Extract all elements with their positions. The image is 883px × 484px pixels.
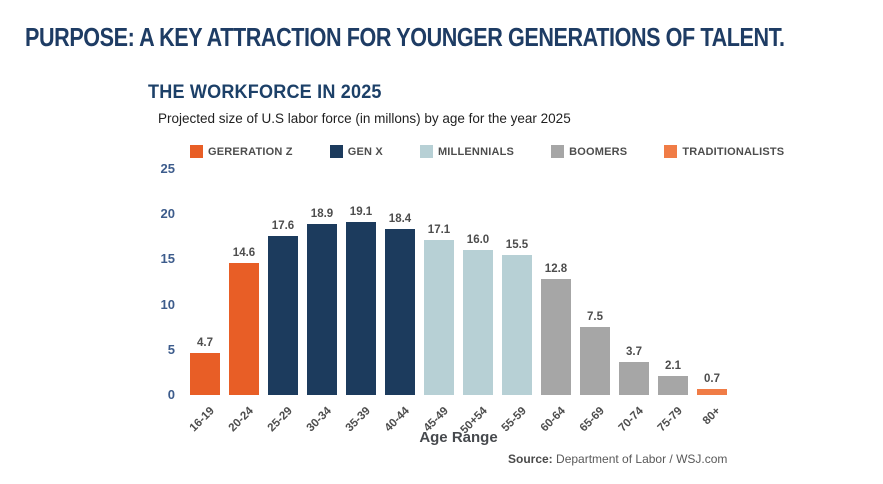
bar-value-label: 17.1 xyxy=(427,224,451,236)
legend-label: GEN X xyxy=(347,145,383,158)
bar-column: 2.1 75-79 xyxy=(655,169,688,434)
bar xyxy=(463,250,493,395)
bar-value-label: 14.6 xyxy=(232,247,256,259)
bar-value-label: 7.5 xyxy=(587,311,603,323)
legend-label: TRADITIONALISTS xyxy=(682,145,785,158)
bar-column: 4.7 16-19 xyxy=(187,169,220,434)
bar xyxy=(346,222,376,395)
bar-value-label: 18.4 xyxy=(388,213,412,225)
bar xyxy=(658,376,688,395)
legend-swatch xyxy=(190,145,203,158)
y-tick-label: 25 xyxy=(160,161,175,176)
bar-column: 18.9 30-34 xyxy=(304,169,337,434)
chart-subtitle: Projected size of U.S labor force (in mi… xyxy=(158,111,571,126)
y-tick-label: 5 xyxy=(167,341,175,357)
source-text: Department of Labor / WSJ.com xyxy=(552,452,728,466)
bar-column: 14.6 20-24 xyxy=(226,169,259,434)
bar-column: 17.1 45-49 xyxy=(421,169,454,434)
bar xyxy=(307,224,337,395)
legend-label: BOOMERS xyxy=(569,145,628,158)
bar-value-label: 2.1 xyxy=(665,360,681,372)
legend-swatch xyxy=(664,145,678,158)
bar-value-label: 4.7 xyxy=(197,337,213,349)
legend-item: BOOMERS xyxy=(551,145,627,158)
bar xyxy=(541,279,571,395)
legend: GERERATION Z GEN X MILLENNIALS BOOMERS TRADI… xyxy=(190,145,784,158)
legend-swatch xyxy=(419,145,433,158)
x-axis-title: Age Range xyxy=(419,429,498,446)
bar-column: 16.0 50+54 xyxy=(458,169,493,436)
bar-column: 7.5 65-69 xyxy=(577,169,610,434)
legend-swatch xyxy=(551,145,565,158)
bar-column: 19.1 35-39 xyxy=(343,169,376,434)
legend-item: MILLENNIALS xyxy=(419,145,515,158)
bar-column: 12.8 60-64 xyxy=(538,169,571,434)
legend-item: TRADITIONALISTS xyxy=(664,145,784,158)
y-tick-label: 20 xyxy=(160,206,175,222)
plot-area: 4.7 16-19 14.6 20-24 17.6 25-29 18.9 30-34 19.1 3… xyxy=(187,169,727,436)
y-tick-label: 10 xyxy=(160,296,175,312)
bar-column: 3.7 70-74 xyxy=(616,169,649,434)
bar-column: 18.4 40-44 xyxy=(382,169,415,434)
x-tick-label: 80+ xyxy=(701,405,724,428)
bar-value-label: 12.8 xyxy=(544,263,568,275)
bar-value-label: 0.7 xyxy=(704,373,720,385)
page-title: PURPOSE: A KEY ATTRACTION FOR YOUNGER GE… xyxy=(25,22,785,52)
source-note: Source: Department of Labor / WSJ.com xyxy=(508,452,727,466)
source-label: Source: xyxy=(508,452,553,466)
bar xyxy=(190,353,220,395)
bar xyxy=(502,255,532,395)
y-axis: 25 20 15 10 5 0 xyxy=(145,161,175,402)
bar-value-label: 18.9 xyxy=(310,208,334,220)
bar xyxy=(385,229,415,395)
legend-item: GERERATION Z xyxy=(190,145,293,158)
bar xyxy=(268,236,298,395)
bar xyxy=(424,240,454,395)
bar xyxy=(229,263,259,395)
bar-value-label: 3.7 xyxy=(626,346,642,358)
bar xyxy=(580,327,610,395)
bar-column: 0.7 80+ xyxy=(697,169,727,427)
bar xyxy=(697,389,727,395)
legend-item: GEN X xyxy=(329,145,383,158)
bar-column: 15.5 55-59 xyxy=(499,169,532,434)
y-tick-label: 0 xyxy=(167,387,175,402)
legend-swatch xyxy=(329,145,343,158)
bar xyxy=(619,362,649,395)
legend-label: GERERATION Z xyxy=(208,145,293,158)
bar-column: 17.6 25-29 xyxy=(265,169,298,434)
bar-value-label: 19.1 xyxy=(349,206,373,218)
bar-value-label: 16.0 xyxy=(466,234,490,246)
bar-value-label: 15.5 xyxy=(505,239,529,251)
chart-title: THE WORKFORCE IN 2025 xyxy=(148,82,382,103)
y-tick-label: 15 xyxy=(160,251,175,267)
legend-label: MILLENNIALS xyxy=(437,145,515,158)
bar-value-label: 17.6 xyxy=(271,220,295,232)
